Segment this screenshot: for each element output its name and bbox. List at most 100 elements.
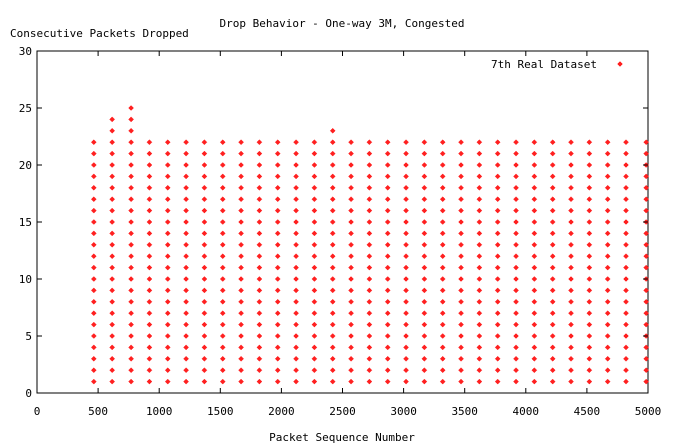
data-point	[513, 344, 519, 351]
data-point	[274, 264, 281, 271]
data-point	[183, 378, 189, 385]
data-point	[384, 298, 391, 305]
data-point	[531, 173, 538, 180]
data-point	[549, 207, 556, 214]
data-point	[164, 378, 171, 385]
data-point	[164, 321, 171, 328]
y-tick-label: 10	[19, 273, 32, 286]
data-point	[274, 207, 281, 214]
data-point	[568, 276, 574, 282]
data-point	[494, 298, 501, 305]
data-point	[219, 162, 226, 168]
x-tick-label: 2500	[329, 405, 356, 418]
data-point	[109, 333, 116, 339]
data-point	[586, 333, 593, 339]
data-point	[201, 139, 208, 146]
data-point	[476, 344, 483, 351]
data-point	[403, 310, 409, 317]
data-point	[549, 310, 556, 317]
data-point	[201, 230, 208, 237]
data-point	[458, 287, 464, 294]
data-point	[348, 139, 354, 146]
data-point	[476, 276, 483, 282]
data-point	[384, 264, 391, 271]
data-point	[604, 230, 611, 237]
data-point	[238, 173, 244, 180]
data-point	[439, 298, 446, 305]
data-point	[476, 253, 483, 260]
data-point	[623, 298, 629, 305]
data-point	[311, 162, 318, 168]
data-point	[458, 184, 464, 191]
data-point	[219, 139, 226, 146]
data-point	[403, 367, 409, 374]
data-point	[109, 139, 116, 146]
data-point	[623, 253, 629, 260]
data-point	[421, 184, 428, 191]
data-point	[109, 253, 116, 260]
data-point	[439, 184, 446, 191]
data-point	[90, 333, 97, 339]
data-point	[256, 367, 263, 374]
data-point	[128, 378, 134, 385]
data-point	[219, 264, 226, 271]
data-point	[219, 150, 226, 157]
data-point	[623, 310, 629, 317]
data-point	[403, 287, 409, 294]
data-point	[128, 207, 134, 214]
data-point	[604, 253, 611, 260]
data-point	[549, 355, 556, 362]
data-point	[329, 310, 336, 317]
data-point	[403, 139, 409, 146]
data-point	[549, 333, 556, 339]
data-point	[384, 344, 391, 351]
data-point	[348, 150, 354, 157]
data-point	[604, 241, 611, 248]
data-point	[164, 333, 171, 339]
data-point	[643, 196, 650, 203]
data-point	[293, 219, 299, 225]
data-point	[531, 333, 538, 339]
data-point	[90, 276, 97, 282]
data-point	[293, 378, 299, 385]
data-point	[531, 253, 538, 260]
data-point	[183, 367, 189, 374]
data-point	[109, 241, 116, 248]
data-point	[329, 355, 336, 362]
data-point	[476, 367, 483, 374]
legend-marker	[617, 61, 623, 67]
data-point	[439, 219, 446, 225]
data-point	[513, 150, 519, 157]
data-point	[604, 344, 611, 351]
data-point	[183, 230, 189, 237]
data-point	[201, 344, 208, 351]
data-point	[458, 321, 464, 328]
data-point	[238, 207, 244, 214]
data-point	[238, 298, 244, 305]
data-point	[146, 219, 153, 225]
data-point	[90, 184, 97, 191]
data-point	[366, 344, 373, 351]
x-tick-label: 2000	[268, 405, 295, 418]
data-point	[201, 298, 208, 305]
data-point	[329, 219, 336, 225]
data-point	[146, 184, 153, 191]
data-point	[274, 173, 281, 180]
data-point	[403, 219, 409, 225]
data-point	[238, 378, 244, 385]
data-point	[329, 378, 336, 385]
data-point	[568, 378, 574, 385]
data-point	[274, 150, 281, 157]
data-point	[439, 207, 446, 214]
data-point	[643, 287, 650, 294]
data-point	[604, 355, 611, 362]
data-point	[586, 264, 593, 271]
x-tick-label: 3000	[390, 405, 417, 418]
data-point	[109, 116, 116, 123]
data-point	[183, 298, 189, 305]
data-point	[90, 298, 97, 305]
data-point	[201, 378, 208, 385]
data-point	[568, 310, 574, 317]
data-point	[439, 367, 446, 374]
data-point	[329, 127, 336, 134]
